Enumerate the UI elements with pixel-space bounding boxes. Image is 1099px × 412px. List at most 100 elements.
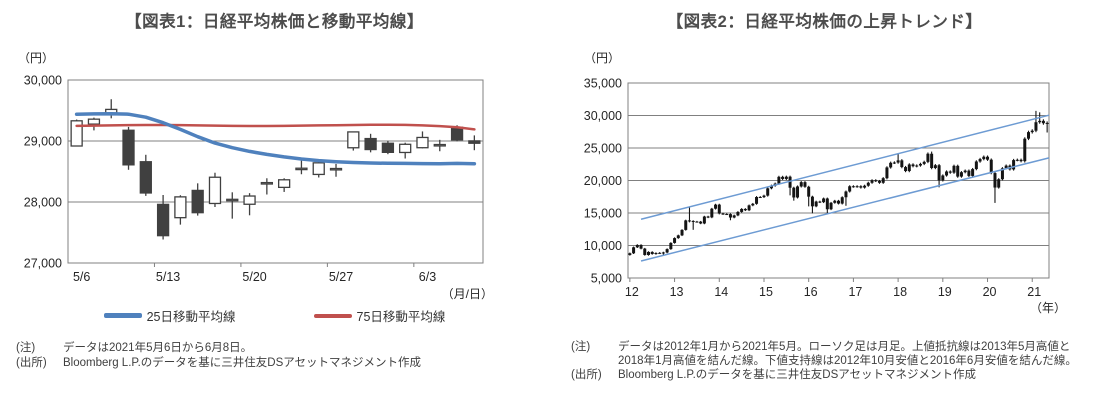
candle-body bbox=[732, 215, 736, 218]
candle-body bbox=[989, 159, 993, 174]
candle-body bbox=[851, 186, 855, 188]
candle-body bbox=[978, 159, 982, 162]
candle-body bbox=[1038, 120, 1042, 123]
candle-body bbox=[814, 201, 818, 207]
candle-body bbox=[632, 247, 636, 254]
candle-body bbox=[450, 126, 464, 141]
candle-body bbox=[937, 165, 941, 181]
candle-body bbox=[956, 165, 960, 177]
svg-text:16: 16 bbox=[804, 285, 818, 299]
source-label: (出所) bbox=[16, 356, 47, 369]
candle-body bbox=[751, 203, 755, 206]
figure1-notes: (注) データは2021年5月6日から6月8日。 (出所) Bloomberg … bbox=[16, 342, 536, 371]
candle-body bbox=[971, 169, 975, 176]
candle-body bbox=[769, 185, 773, 189]
svg-text:20,000: 20,000 bbox=[584, 174, 622, 188]
svg-text:5/20: 5/20 bbox=[242, 270, 266, 284]
fig1-x-axis-labels: 5/6 5/13 5/20 5/27 6/3 bbox=[73, 270, 436, 284]
source-text: Bloomberg L.P.のデータを基に三井住友DSアセットマネジメント作成 bbox=[63, 356, 422, 369]
figure1-legend: 25日移動平均線 75日移動平均線 bbox=[0, 306, 549, 325]
svg-text:30,000: 30,000 bbox=[584, 109, 622, 123]
candle-body bbox=[918, 163, 922, 166]
note-row: (注) データは2012年1月から2021年5月。ローソク足は月足。上値抵抗線は… bbox=[571, 341, 1091, 368]
fig2-x-axis-labels: 12 13 14 15 16 17 18 19 20 21 bbox=[625, 285, 1041, 299]
source-row: (出所) Bloomberg L.P.のデータを基に三井住友DSアセットマネジメ… bbox=[571, 369, 1091, 383]
candle-body bbox=[643, 248, 647, 255]
candle-body bbox=[945, 171, 949, 176]
resistance-trendline bbox=[640, 114, 1050, 220]
candle-body bbox=[684, 220, 688, 230]
candle-body bbox=[329, 167, 343, 171]
fig1-moving-average-lines bbox=[74, 111, 477, 166]
candle-body bbox=[364, 137, 377, 151]
fig1-y-unit: （円） bbox=[18, 51, 54, 65]
support-trendline bbox=[640, 157, 1050, 262]
fig1-gridlines bbox=[68, 140, 483, 203]
candle-body bbox=[755, 197, 759, 204]
candle-body bbox=[639, 244, 643, 249]
candle-body bbox=[781, 176, 785, 179]
svg-text:35,000: 35,000 bbox=[584, 77, 622, 91]
svg-text:17: 17 bbox=[848, 285, 862, 299]
candle-body bbox=[226, 198, 239, 202]
candle-body bbox=[870, 180, 874, 183]
candle-body bbox=[1045, 122, 1049, 124]
note-label: (注) bbox=[571, 341, 591, 353]
candle-body bbox=[889, 162, 893, 168]
candle-body bbox=[676, 235, 680, 239]
candle-body bbox=[728, 214, 732, 218]
candle-body bbox=[922, 161, 926, 164]
candle-body bbox=[468, 140, 481, 144]
candle-body bbox=[70, 120, 83, 147]
candle-body bbox=[191, 189, 204, 214]
note-row: (注) データは2021年5月6日から6月8日。 bbox=[16, 342, 536, 356]
candle-body bbox=[208, 176, 222, 205]
candle-body bbox=[963, 170, 967, 173]
svg-text:25,000: 25,000 bbox=[584, 142, 622, 156]
source-row: (出所) Bloomberg L.P.のデータを基に三井住友DSアセットマネジメ… bbox=[16, 357, 536, 371]
candle-body bbox=[810, 196, 814, 207]
candle-body bbox=[717, 204, 721, 214]
candle-body bbox=[1041, 120, 1045, 124]
candle-body bbox=[650, 251, 654, 254]
candle-body bbox=[986, 156, 990, 160]
candle-body bbox=[930, 153, 934, 169]
candle-body bbox=[277, 179, 291, 189]
source-text: Bloomberg L.P.のデータを基に三井住友DSアセットマネジメント作成 bbox=[618, 369, 977, 381]
candle-body bbox=[825, 198, 829, 210]
figure1-panel: 【図表1：日経平均株価と移動平均線】 27,000 28,000 29,000 30,… bbox=[0, 0, 549, 412]
candle-body bbox=[1004, 165, 1008, 169]
fig2-y-axis-labels: 5,000 10,000 15,000 20,000 25,000 30,000 35,00… bbox=[584, 77, 622, 286]
candle-body bbox=[122, 129, 135, 166]
candle-body bbox=[997, 179, 1001, 188]
candle-body bbox=[982, 156, 986, 160]
candle-body bbox=[661, 252, 665, 254]
note-label: (注) bbox=[16, 342, 36, 354]
fig1-x-ticks bbox=[153, 263, 415, 267]
candle-body bbox=[747, 205, 751, 211]
candle-body bbox=[915, 165, 919, 167]
candle-body bbox=[1034, 122, 1038, 131]
candle-body bbox=[635, 244, 639, 248]
candle-body bbox=[174, 196, 187, 219]
svg-text:14: 14 bbox=[714, 285, 728, 299]
svg-text:15,000: 15,000 bbox=[584, 207, 622, 221]
svg-text:6/3: 6/3 bbox=[419, 270, 436, 284]
candle-body bbox=[900, 160, 904, 168]
ma25-legend-label: 25日移動平均線 bbox=[146, 310, 236, 324]
candle-body bbox=[1012, 160, 1016, 170]
candle-body bbox=[844, 191, 848, 198]
svg-text:29,000: 29,000 bbox=[24, 135, 62, 149]
source-label: (出所) bbox=[571, 369, 602, 381]
fig1-y-axis-labels: 27,000 28,000 29,000 30,000 bbox=[24, 74, 62, 271]
candle-body bbox=[941, 175, 945, 181]
candle-body bbox=[673, 238, 677, 243]
svg-text:28,000: 28,000 bbox=[24, 196, 62, 210]
fig2-x-ticks bbox=[629, 278, 1033, 282]
candle-body bbox=[628, 253, 632, 255]
candle-body bbox=[967, 170, 971, 176]
svg-text:15: 15 bbox=[759, 285, 773, 299]
candle-body bbox=[695, 221, 699, 223]
fig1-plot-border bbox=[67, 79, 484, 264]
